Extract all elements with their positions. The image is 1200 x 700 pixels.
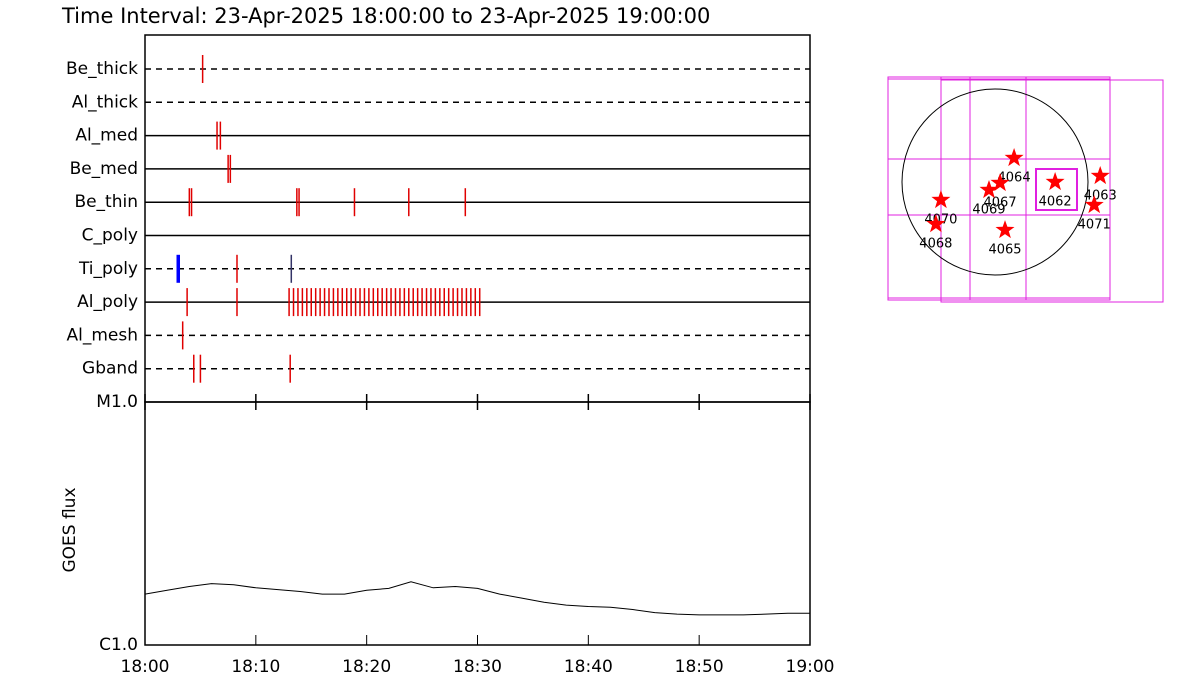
region-label: 4062 bbox=[1039, 195, 1072, 210]
row-label: Al_thick bbox=[72, 92, 138, 112]
row-label: Be_thick bbox=[66, 59, 138, 79]
region-star bbox=[1084, 195, 1104, 214]
y-tick-label: C1.0 bbox=[99, 635, 138, 655]
row-label: C_poly bbox=[82, 226, 138, 246]
x-tick-label: 18:20 bbox=[342, 657, 391, 677]
x-tick-label: 18:10 bbox=[231, 657, 280, 677]
region-label: 4067 bbox=[984, 195, 1017, 210]
fov-box bbox=[887, 78, 1111, 299]
region-label: 4068 bbox=[919, 237, 952, 252]
row-label: Be_med bbox=[70, 159, 138, 179]
region-star bbox=[990, 173, 1010, 192]
fov-box bbox=[1035, 168, 1078, 211]
region-label: 4071 bbox=[1078, 218, 1111, 233]
row-label: Ti_poly bbox=[78, 259, 138, 279]
fov-box bbox=[940, 79, 1164, 303]
region-label: 4070 bbox=[924, 212, 957, 227]
goes-frame bbox=[144, 401, 811, 646]
row-label: Be_thin bbox=[74, 192, 138, 212]
x-tick-label: 18:50 bbox=[675, 657, 724, 677]
region-star bbox=[979, 180, 999, 199]
region-star bbox=[1045, 172, 1065, 191]
region-star bbox=[1090, 166, 1110, 185]
x-tick-label: 18:00 bbox=[121, 657, 170, 677]
solar-limb bbox=[901, 88, 1089, 276]
x-tick-label: 18:40 bbox=[564, 657, 613, 677]
chart-title: Time Interval: 23-Apr-2025 18:00:00 to 2… bbox=[61, 4, 710, 28]
row-label: Al_mesh bbox=[66, 325, 138, 345]
x-tick-label: 19:00 bbox=[786, 657, 835, 677]
x-tick-label: 18:30 bbox=[453, 657, 502, 677]
timeline-frame bbox=[144, 34, 811, 403]
region-label: 4069 bbox=[972, 202, 1005, 217]
region-label: 4065 bbox=[988, 243, 1021, 258]
region-star bbox=[926, 214, 946, 233]
region-label: 4063 bbox=[1084, 188, 1117, 203]
region-star bbox=[995, 220, 1015, 239]
y-axis-label: GOES flux bbox=[60, 487, 80, 572]
row-label: Al_poly bbox=[77, 292, 138, 312]
row-label: Gband bbox=[82, 359, 138, 379]
row-label: Al_med bbox=[75, 126, 138, 146]
region-star bbox=[1004, 148, 1024, 167]
y-tick-label: M1.0 bbox=[96, 392, 138, 412]
region-star bbox=[931, 190, 951, 209]
map-fov bbox=[887, 76, 1164, 303]
goes-curve bbox=[144, 581, 810, 616]
